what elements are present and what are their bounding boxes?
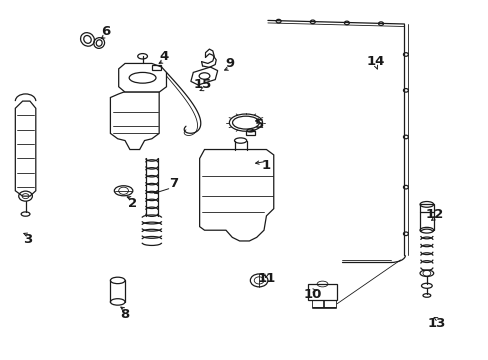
Text: 1: 1 bbox=[262, 159, 270, 172]
Text: 14: 14 bbox=[366, 55, 385, 68]
Text: 6: 6 bbox=[101, 25, 110, 38]
Bar bbox=[245, 131, 254, 135]
Bar bbox=[323, 300, 335, 307]
Polygon shape bbox=[119, 63, 166, 92]
Polygon shape bbox=[110, 92, 159, 149]
Bar bbox=[152, 64, 160, 70]
Text: 13: 13 bbox=[427, 317, 446, 330]
Polygon shape bbox=[190, 67, 217, 85]
Polygon shape bbox=[15, 101, 36, 196]
Text: 7: 7 bbox=[169, 177, 178, 190]
Bar bbox=[307, 284, 336, 300]
Text: 4: 4 bbox=[159, 50, 168, 63]
Text: 3: 3 bbox=[23, 233, 32, 246]
Text: 9: 9 bbox=[225, 57, 234, 70]
Text: 5: 5 bbox=[254, 118, 263, 131]
Polygon shape bbox=[199, 149, 273, 241]
Text: 15: 15 bbox=[194, 78, 212, 91]
Text: 2: 2 bbox=[127, 197, 137, 210]
Text: 11: 11 bbox=[257, 272, 275, 285]
Text: 10: 10 bbox=[303, 288, 321, 301]
Text: 8: 8 bbox=[120, 308, 129, 321]
Text: 12: 12 bbox=[425, 208, 443, 221]
Bar bbox=[419, 204, 433, 212]
Bar bbox=[311, 300, 324, 307]
